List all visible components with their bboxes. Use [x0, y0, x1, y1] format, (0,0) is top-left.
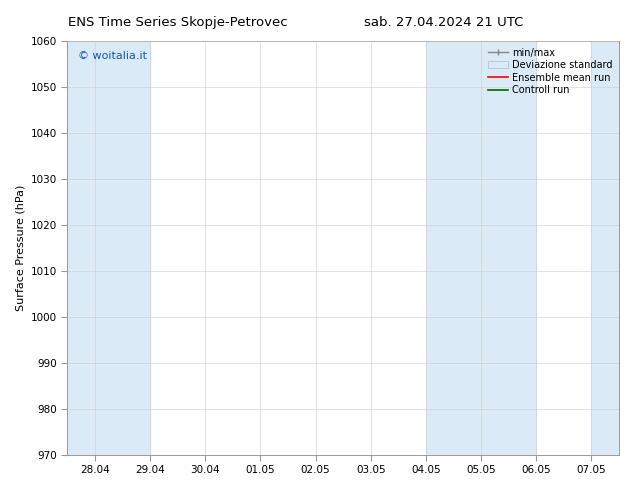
Text: sab. 27.04.2024 21 UTC: sab. 27.04.2024 21 UTC: [364, 16, 524, 29]
Title: ENS Time Series Skopje-Petrovec      sab. 27.04.2024 21 UTC: ENS Time Series Skopje-Petrovec sab. 27.…: [0, 489, 1, 490]
Text: © woitalia.it: © woitalia.it: [78, 51, 147, 61]
Bar: [426, 41, 536, 455]
Y-axis label: Surface Pressure (hPa): Surface Pressure (hPa): [15, 185, 25, 311]
Bar: [67, 41, 150, 455]
Legend: min/max, Deviazione standard, Ensemble mean run, Controll run: min/max, Deviazione standard, Ensemble m…: [484, 44, 616, 99]
Text: ENS Time Series Skopje-Petrovec: ENS Time Series Skopje-Petrovec: [68, 16, 287, 29]
Bar: [592, 41, 619, 455]
